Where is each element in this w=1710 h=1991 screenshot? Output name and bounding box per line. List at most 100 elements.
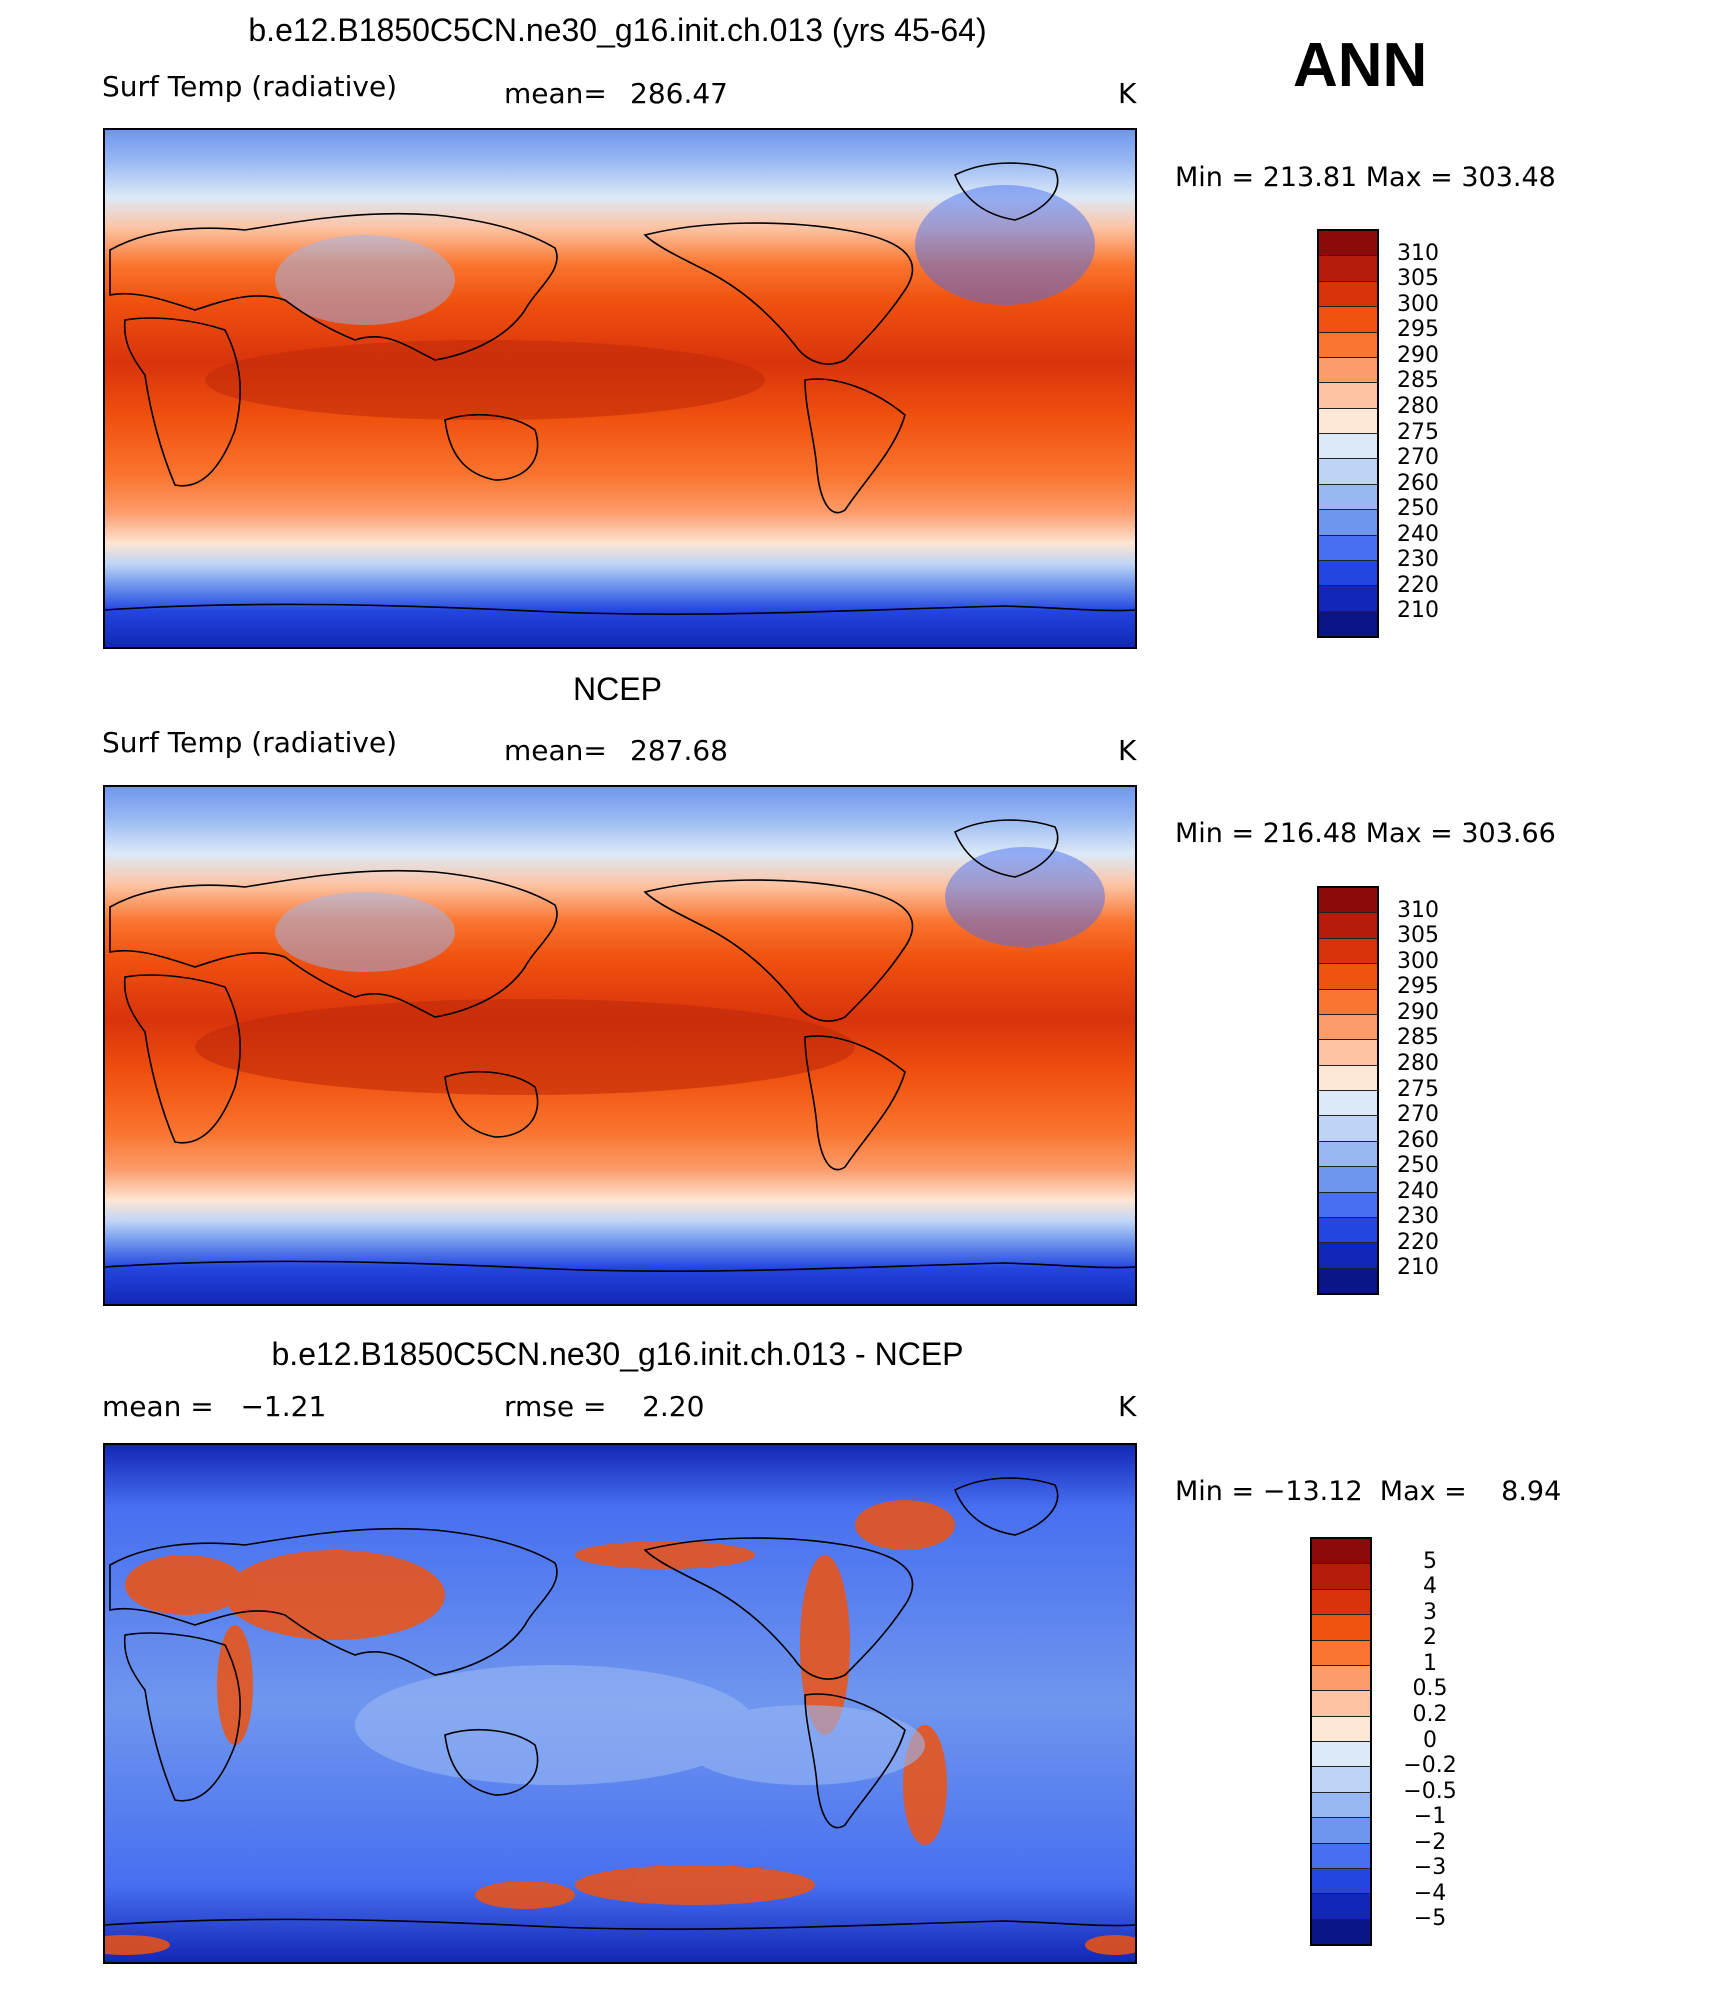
ncep-colorbar-labels: 310 305 300 295 290 285 280 275 270 260 250 240 230 2…: [1397, 886, 1477, 1295]
colorbar-swatch: [1319, 408, 1377, 434]
colorbar-label: 2: [1423, 1625, 1437, 1651]
colorbar-swatch: [1319, 989, 1377, 1015]
colorbar-label: 230: [1397, 1204, 1439, 1230]
colorbar-label: 240: [1397, 1178, 1439, 1204]
colorbar-label: 240: [1397, 521, 1439, 547]
colorbar-swatch: [1312, 1640, 1370, 1666]
colorbar-swatch: [1319, 913, 1377, 939]
colorbar-swatch: [1312, 1716, 1370, 1742]
colorbar-label: 300: [1397, 948, 1439, 974]
colorbar-label: 220: [1397, 1229, 1439, 1255]
colorbar-label: 0.2: [1412, 1701, 1448, 1727]
panel1-mean-label: mean=: [504, 77, 607, 110]
panel2-mean-label: mean=: [504, 734, 607, 767]
colorbar-label: 310: [1397, 897, 1439, 923]
colorbar-swatch: [1319, 281, 1377, 308]
colorbar-swatch: [1312, 1792, 1370, 1819]
model-temperature-map: [103, 128, 1137, 649]
ncep-colorbar-swatches: [1319, 888, 1377, 1293]
colorbar-swatch: [1312, 1539, 1370, 1565]
colorbar-swatch: [1319, 332, 1377, 358]
colorbar-label: −3: [1413, 1855, 1447, 1881]
colorbar-label: 285: [1397, 368, 1439, 394]
panel1-min-max: Min = 213.81 Max = 303.48: [1175, 162, 1556, 193]
colorbar-swatch: [1319, 307, 1377, 333]
colorbar-swatch: [1319, 611, 1377, 636]
colorbar-label: 285: [1397, 1025, 1439, 1051]
colorbar-label: −0.5: [1403, 1778, 1457, 1804]
colorbar-swatch: [1312, 1843, 1370, 1869]
colorbar-label: 295: [1397, 974, 1439, 1000]
colorbar-swatch: [1319, 535, 1377, 561]
colorbar-label: 250: [1397, 1153, 1439, 1179]
colorbar-swatch: [1312, 1818, 1370, 1844]
panel2-min-max: Min = 216.48 Max = 303.66: [1175, 818, 1556, 849]
colorbar-swatch: [1319, 1243, 1377, 1269]
colorbar-swatch: [1319, 586, 1377, 612]
model-colorbar: [1317, 229, 1379, 638]
colorbar-label: 250: [1397, 496, 1439, 522]
colorbar-swatch: [1312, 1615, 1370, 1641]
colorbar-swatch: [1319, 1141, 1377, 1168]
panel3-rmse: rmse = 2.20: [504, 1390, 705, 1423]
colorbar-swatch: [1319, 256, 1377, 282]
difference-colorbar: [1310, 1537, 1372, 1946]
panel1-mean-value: 286.47: [630, 77, 728, 110]
panel1-variable: Surf Temp (radiative): [102, 70, 398, 103]
colorbar-swatch: [1319, 964, 1377, 990]
colorbar-swatch: [1319, 560, 1377, 587]
colorbar-swatch: [1319, 357, 1377, 384]
colorbar-label: −5: [1413, 1906, 1447, 1932]
panel1-title: b.e12.B1850C5CN.ne30_g16.init.ch.013 (yr…: [248, 12, 987, 48]
colorbar-swatch: [1319, 1167, 1377, 1193]
colorbar-swatch: [1319, 434, 1377, 460]
colorbar-swatch: [1319, 1217, 1377, 1244]
panel3-mean: mean = −1.21: [102, 1390, 327, 1423]
colorbar-label: 280: [1397, 393, 1439, 419]
colorbar-swatch: [1319, 459, 1377, 485]
colorbar-swatch: [1319, 1065, 1377, 1091]
colorbar-swatch: [1319, 888, 1377, 914]
colorbar-label: −0.2: [1403, 1753, 1457, 1779]
colorbar-swatch: [1319, 938, 1377, 965]
model-colorbar-swatches: [1319, 231, 1377, 636]
colorbar-label: 275: [1397, 1076, 1439, 1102]
model-colorbar-labels: 310 305 300 295 290 285 280 275 270 260 250 240 230 2…: [1397, 229, 1477, 638]
colorbar-swatch: [1319, 1116, 1377, 1142]
difference-map: [103, 1443, 1137, 1964]
colorbar-label: 310: [1397, 240, 1439, 266]
colorbar-label: 230: [1397, 547, 1439, 573]
panel2-mean-value: 287.68: [630, 734, 728, 767]
colorbar-swatch: [1312, 1919, 1370, 1944]
colorbar-label: −2: [1413, 1829, 1447, 1855]
colorbar-label: 1: [1423, 1650, 1437, 1676]
panel3-title: b.e12.B1850C5CN.ne30_g16.init.ch.013 - N…: [271, 1336, 964, 1372]
colorbar-label: −1: [1413, 1804, 1447, 1830]
panel2-units: K: [1118, 734, 1137, 767]
colorbar-swatch: [1312, 1589, 1370, 1616]
colorbar-swatch: [1312, 1564, 1370, 1590]
colorbar-label: 4: [1423, 1574, 1437, 1600]
colorbar-label: 290: [1397, 999, 1439, 1025]
colorbar-swatch: [1319, 484, 1377, 511]
colorbar-swatch: [1319, 383, 1377, 409]
colorbar-label: −4: [1413, 1880, 1447, 1906]
colorbar-label: 300: [1397, 291, 1439, 317]
colorbar-swatch: [1312, 1665, 1370, 1692]
panel2-variable: Surf Temp (radiative): [102, 726, 398, 759]
colorbar-swatch: [1319, 1091, 1377, 1117]
colorbar-swatch: [1319, 1014, 1377, 1041]
colorbar-label: 270: [1397, 1102, 1439, 1128]
panel2-title: NCEP: [573, 671, 662, 707]
colorbar-label: 290: [1397, 342, 1439, 368]
colorbar-label: 220: [1397, 572, 1439, 598]
colorbar-label: 210: [1397, 1255, 1439, 1281]
colorbar-label: 305: [1397, 923, 1439, 949]
colorbar-swatch: [1312, 1767, 1370, 1793]
colorbar-swatch: [1319, 231, 1377, 257]
difference-colorbar-labels: 5 4 3 2 1 0.5 0.2 0 −0.2 −0.5 −1 −2 −3 −4 −5: [1390, 1537, 1470, 1946]
panel1-units: K: [1118, 77, 1137, 110]
colorbar-swatch: [1319, 1040, 1377, 1066]
colorbar-label: 280: [1397, 1050, 1439, 1076]
colorbar-swatch: [1319, 510, 1377, 536]
